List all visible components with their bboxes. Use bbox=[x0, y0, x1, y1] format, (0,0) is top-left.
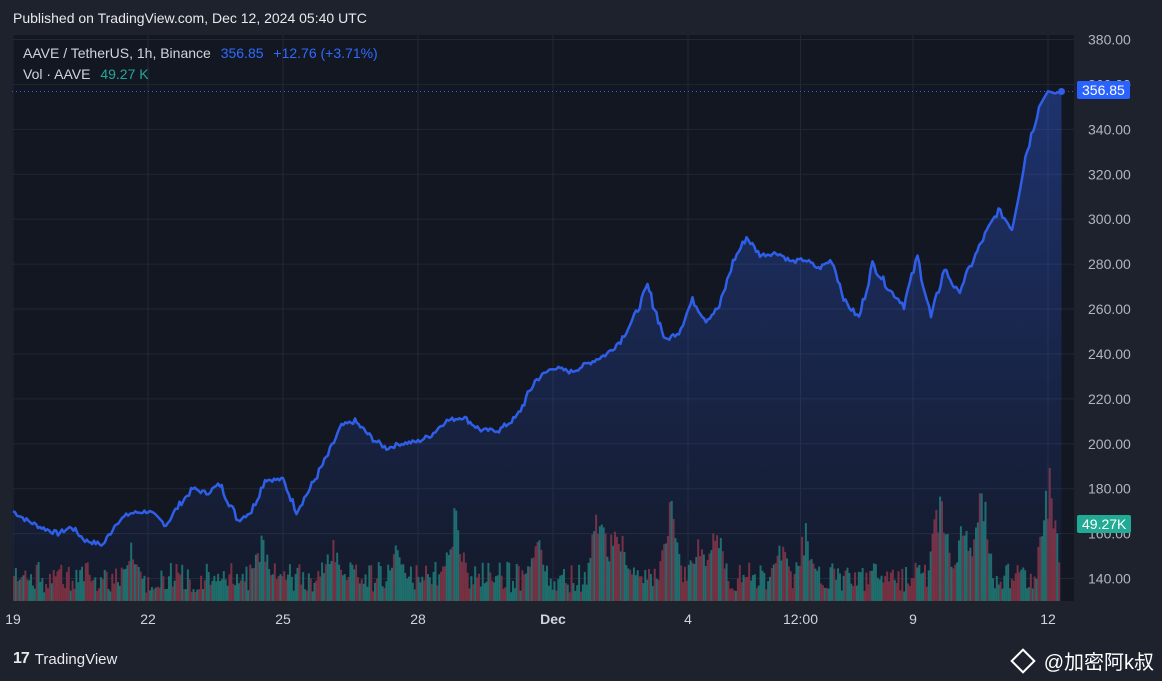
x-tick-label: 12:00 bbox=[783, 611, 818, 627]
y-tick-label: 260.00 bbox=[1088, 301, 1131, 317]
y-tick-label: 320.00 bbox=[1088, 166, 1131, 182]
legend-volume-row: Vol · AAVE 49.27 K bbox=[23, 66, 149, 82]
x-tick-label: Dec bbox=[540, 611, 566, 627]
tradingview-brand[interactable]: 17 TradingView bbox=[13, 650, 117, 668]
diamond-logo-icon bbox=[1009, 647, 1036, 674]
price-area bbox=[13, 91, 1062, 601]
x-tick-label: 19 bbox=[5, 611, 21, 627]
x-tick-label: 4 bbox=[684, 611, 692, 627]
legend-symbol: AAVE / TetherUS, 1h, Binance bbox=[23, 45, 211, 61]
y-tick-label: 340.00 bbox=[1088, 121, 1131, 137]
legend-volume-label: Vol · AAVE bbox=[23, 66, 91, 82]
last-price-tag: 356.85 bbox=[1077, 81, 1130, 99]
price-line bbox=[12, 89, 1062, 547]
legend-symbol-row: AAVE / TetherUS, 1h, Binance 356.85 +12.… bbox=[23, 45, 378, 61]
y-tick-label: 280.00 bbox=[1088, 256, 1131, 272]
legend-volume-value: 49.27 K bbox=[100, 66, 149, 82]
tradingview-logo-icon: 17 bbox=[13, 650, 30, 667]
y-tick-label: 380.00 bbox=[1088, 31, 1131, 47]
price-chart[interactable]: 380.00360.00340.00320.00300.00280.00260.… bbox=[0, 0, 1162, 640]
published-line: Published on TradingView.com, Dec 12, 20… bbox=[13, 10, 367, 26]
x-tick-label: 28 bbox=[410, 611, 426, 627]
y-tick-label: 240.00 bbox=[1088, 346, 1131, 362]
brand-name: TradingView bbox=[34, 650, 118, 668]
y-tick-label: 300.00 bbox=[1088, 211, 1131, 227]
legend-change: +12.76 (+3.71%) bbox=[273, 45, 378, 61]
watermark-text: @加密阿k叔 bbox=[1043, 652, 1154, 674]
x-tick-label: 9 bbox=[909, 611, 917, 627]
legend-last-price: 356.85 bbox=[220, 45, 264, 61]
x-tick-label: 25 bbox=[275, 611, 291, 627]
x-tick-label: 22 bbox=[140, 611, 156, 627]
y-tick-label: 220.00 bbox=[1088, 391, 1131, 407]
last-volume-tag: 49.27K bbox=[1077, 515, 1132, 533]
y-tick-label: 140.00 bbox=[1088, 571, 1131, 587]
last-price-marker bbox=[1058, 87, 1065, 95]
y-tick-label: 200.00 bbox=[1088, 436, 1131, 452]
y-tick-label: 180.00 bbox=[1088, 481, 1131, 497]
watermark: @加密阿k叔 bbox=[1009, 646, 1154, 675]
x-tick-label: 12 bbox=[1040, 611, 1056, 627]
